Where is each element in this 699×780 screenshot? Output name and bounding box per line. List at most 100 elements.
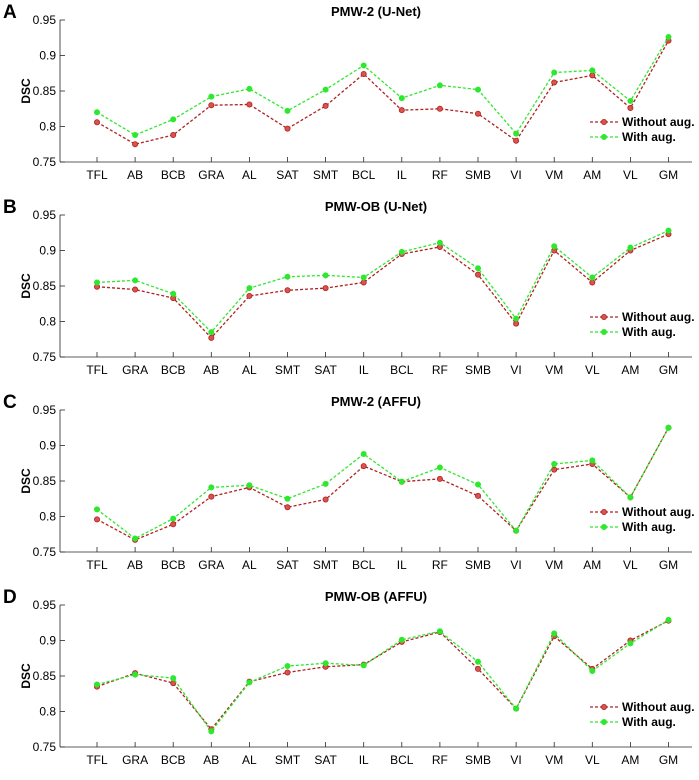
data-point-with-aug xyxy=(170,116,177,123)
data-point-with-aug xyxy=(589,67,596,74)
x-tick-label: RF xyxy=(432,363,448,377)
x-tick-label: IL xyxy=(359,753,369,767)
x-tick-label: BCB xyxy=(161,168,186,182)
x-tick-label: IL xyxy=(359,363,369,377)
legend-label-without-aug: Without aug. xyxy=(622,505,695,519)
data-point-with-aug xyxy=(132,535,139,542)
data-point-with-aug xyxy=(246,285,253,292)
data-point-with-aug xyxy=(322,272,329,279)
legend-label-with-aug: With aug. xyxy=(622,325,676,339)
data-point-with-aug xyxy=(589,457,596,464)
x-tick-label: VI xyxy=(510,363,521,377)
x-tick-label: AM xyxy=(583,168,601,182)
data-point-without-aug xyxy=(436,105,443,112)
series-line-with-aug xyxy=(96,619,669,733)
x-tick-label: SMT xyxy=(313,168,339,182)
y-tick-label: 0.75 xyxy=(33,155,57,169)
x-tick-label: SMT xyxy=(275,753,301,767)
y-tick-label: 0.95 xyxy=(33,598,57,612)
data-point-without-aug xyxy=(132,141,139,148)
data-point-with-aug xyxy=(474,658,481,665)
x-tick-label: TFL xyxy=(86,168,108,182)
data-point-without-aug xyxy=(246,292,253,299)
legend-label-with-aug: With aug. xyxy=(622,520,676,534)
data-point-with-aug xyxy=(170,675,177,682)
data-point-with-aug xyxy=(627,640,634,647)
data-point-with-aug xyxy=(284,663,291,670)
series-line-without-aug xyxy=(96,40,670,145)
x-tick-label: RF xyxy=(432,168,448,182)
y-tick-label: 0.9 xyxy=(39,244,56,258)
data-point-with-aug xyxy=(627,244,634,251)
x-tick-label: SAT xyxy=(314,363,337,377)
x-tick-label: GRA xyxy=(198,558,224,572)
series-line-without-aug xyxy=(96,233,669,339)
data-point-without-aug xyxy=(513,137,520,144)
x-tick-label: VM xyxy=(545,753,563,767)
y-tick-label: 0.85 xyxy=(33,279,57,293)
x-tick-label: AB xyxy=(203,753,219,767)
series-line-with-aug xyxy=(96,230,669,334)
data-point-without-aug xyxy=(474,665,481,672)
y-tick-label: 0.95 xyxy=(33,403,57,417)
data-point-without-aug xyxy=(474,110,481,117)
data-point-with-aug xyxy=(208,329,215,336)
data-point-with-aug xyxy=(208,484,215,491)
data-point-with-aug xyxy=(398,636,405,643)
x-tick-label: AB xyxy=(127,558,143,572)
chart-panel-d: D PMW-OB (AFFU) 0.75 0.8 0.85 0.9 0.95 DSC TFL GR… xyxy=(3,587,695,767)
data-point-with-aug xyxy=(589,668,596,675)
data-point-with-aug xyxy=(246,85,253,92)
x-tick-label: SMB xyxy=(465,363,491,377)
data-point-with-aug xyxy=(551,630,558,637)
data-point-without-aug xyxy=(246,101,253,108)
data-point-with-aug xyxy=(665,616,672,623)
legend-marker-with-aug xyxy=(601,133,608,140)
data-point-with-aug xyxy=(436,82,443,89)
data-point-without-aug xyxy=(474,492,481,499)
data-point-without-aug xyxy=(208,102,215,109)
y-tick-label: 0.85 xyxy=(33,84,57,98)
y-tick-label: 0.75 xyxy=(33,740,57,754)
data-point-without-aug xyxy=(94,516,101,523)
x-tick-label: SAT xyxy=(276,168,299,182)
data-point-without-aug xyxy=(551,79,558,86)
y-tick-label: 0.95 xyxy=(33,13,57,27)
data-point-without-aug xyxy=(208,334,215,341)
data-point-without-aug xyxy=(284,287,291,294)
x-tick-label: VL xyxy=(623,558,638,572)
x-tick-label: GRA xyxy=(122,753,148,767)
data-point-with-aug xyxy=(208,728,215,735)
y-tick-label: 0.95 xyxy=(33,208,57,222)
legend-label-with-aug: With aug. xyxy=(622,130,676,144)
x-tick-label: GM xyxy=(659,558,678,572)
data-point-without-aug xyxy=(436,475,443,482)
data-point-with-aug xyxy=(551,69,558,76)
data-point-without-aug xyxy=(474,271,481,278)
x-tick-label: BCB xyxy=(161,363,186,377)
series-line-with-aug xyxy=(96,36,670,136)
data-point-with-aug xyxy=(284,273,291,280)
legend-label-with-aug: With aug. xyxy=(622,715,676,729)
data-point-with-aug xyxy=(170,290,177,297)
data-point-with-aug xyxy=(665,227,672,234)
data-point-with-aug xyxy=(513,527,520,534)
data-point-with-aug xyxy=(360,62,367,69)
data-point-without-aug xyxy=(589,279,596,286)
data-point-with-aug xyxy=(132,132,139,139)
data-point-with-aug xyxy=(94,506,101,513)
panel-letter: A xyxy=(3,2,17,23)
chart-title: PMW-OB (AFFU) xyxy=(325,589,427,604)
x-tick-label: IL xyxy=(397,168,407,182)
x-tick-label: BCB xyxy=(161,558,186,572)
x-tick-label: TFL xyxy=(86,558,108,572)
panel-letter: D xyxy=(3,587,17,608)
data-point-with-aug xyxy=(627,97,634,104)
data-point-without-aug xyxy=(551,466,558,473)
x-tick-label: SMB xyxy=(465,753,491,767)
panel-letter: B xyxy=(3,197,17,218)
x-tick-label: BCL xyxy=(352,168,376,182)
y-axis-label: DSC xyxy=(19,273,33,299)
y-tick-label: 0.9 xyxy=(39,439,56,453)
